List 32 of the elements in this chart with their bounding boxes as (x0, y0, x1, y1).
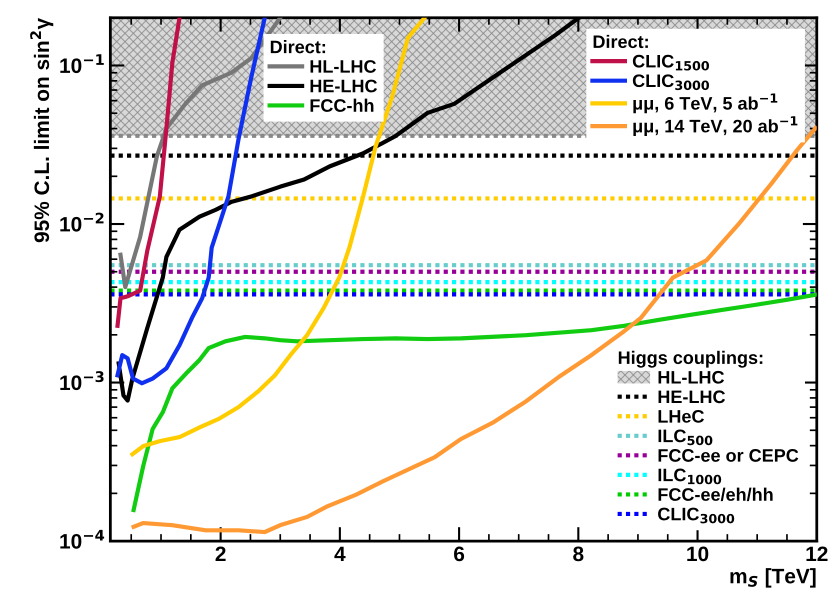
legend-label: ILC$_{500}$ (658, 429, 712, 446)
legend-label: CLIC$_{3000}$ (658, 508, 734, 524)
legend-label: ILC$_{1000}$ (658, 468, 722, 484)
text: Direct: (594, 34, 648, 48)
legend-label: μμ, 14 TeV, 20 ab$^{−1}$ (633, 116, 798, 136)
legend-title: Direct: (270, 40, 326, 54)
x-tick-label: 4 (334, 546, 346, 562)
legend-label: HL-LHC (310, 60, 376, 73)
legend-label: CLIC$_{1500}$ (632, 54, 710, 71)
legend-label: FCC-hh (310, 98, 374, 112)
y-tick-label: 10$^{−4}$ (60, 530, 104, 549)
x-tick-label: 6 (454, 546, 464, 562)
legend-label: HL-LHC (658, 370, 724, 384)
x-tick-label: 2 (216, 546, 226, 562)
legend-label: CLIC$_{3000}$ (632, 74, 710, 90)
x-tick-label: 10 (687, 546, 708, 562)
legend-label: LHeC (658, 410, 704, 423)
legend-label: μμ, 6 TeV, 5 ab$^{−1}$ (633, 93, 778, 114)
y-axis-title: 95% C.L. limit on sin$^{2}$γ (30, 18, 54, 242)
legend-label: HE-LHC (658, 390, 726, 404)
y-tick-label: 10$^{−2}$ (60, 212, 104, 232)
annotation: Higgs couplings: (618, 350, 762, 368)
x-axis-title: m$_{S}$ [TeV] (730, 568, 816, 588)
x-tick-label: 8 (573, 546, 584, 562)
legend-label: FCC-ee/eh/hh (658, 488, 773, 502)
x-tick-label: 12 (806, 546, 828, 562)
line-series (115, 18, 182, 328)
legend-label: HE-LHC (310, 80, 378, 92)
line-series (115, 18, 267, 386)
y-tick-label: 10$^{−3}$ (60, 371, 104, 390)
legend-label: FCC-ee or CEPC (658, 449, 798, 462)
y-tick-label: 10$^{−1}$ (60, 54, 104, 74)
